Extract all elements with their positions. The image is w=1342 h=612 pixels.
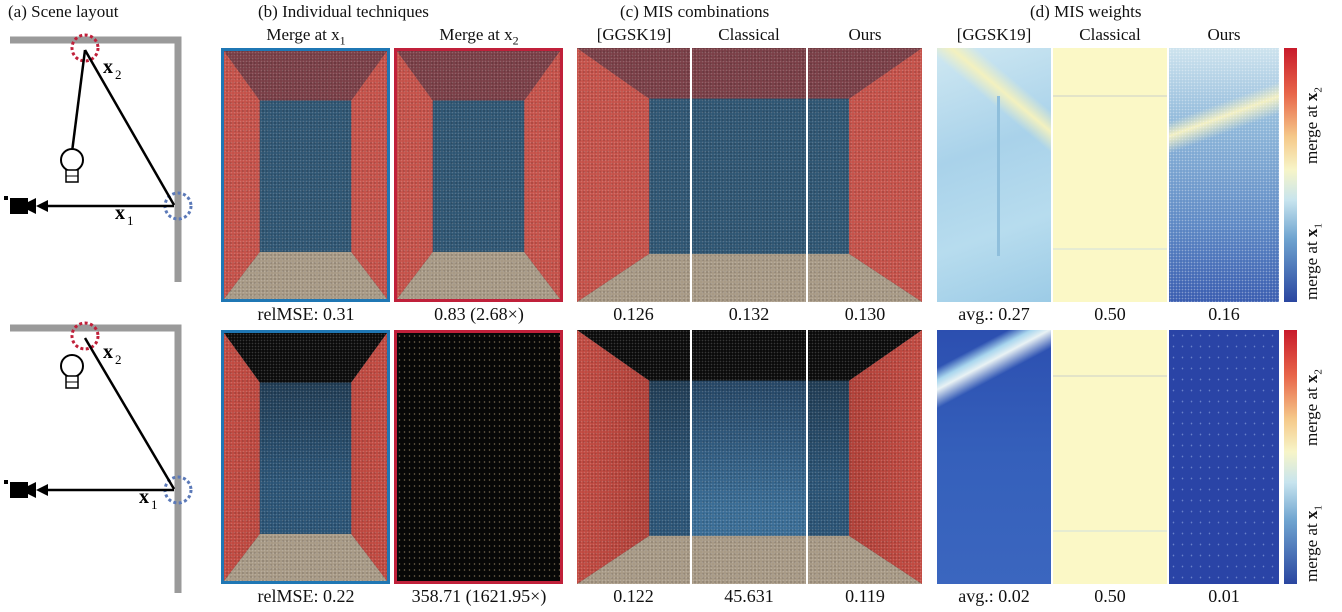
lightbulb-icon — [60, 354, 84, 389]
wall-outline — [10, 324, 182, 593]
header-scene-layout: (a) Scene layout — [8, 2, 119, 21]
render-merge-x2-row2 — [394, 330, 563, 584]
render-merge-x1-row1 — [221, 48, 390, 302]
render-ggsk19-row2 — [577, 330, 690, 584]
weights-classical-row2 — [1053, 330, 1167, 584]
caption-classical-row2: 45.631 — [724, 586, 774, 606]
x2-label: x — [103, 56, 113, 78]
subheader-ours-d: Ours — [1207, 25, 1241, 44]
caption-relmse-x2-row2: 358.71 (1621.95×) — [411, 586, 547, 606]
caption-classical-row1: 0.132 — [728, 304, 770, 324]
weights-ours-row2 — [1169, 330, 1279, 584]
header-mis-combinations: (c) MIS combinations — [620, 2, 770, 21]
caption-w-ours-row1: 0.16 — [1208, 304, 1240, 324]
weights-ggsk19-row2 — [937, 330, 1051, 584]
render-classical-row2 — [692, 330, 806, 584]
render-ours-row1 — [808, 48, 922, 302]
weights-ours-row1 — [1169, 48, 1279, 302]
caption-ggsk19-row2: 0.122 — [613, 586, 654, 606]
render-ggsk19-row1 — [577, 48, 690, 302]
subheader-merge-x2: Merge at x2 — [439, 25, 519, 48]
caption-ours-row2: 0.119 — [845, 586, 885, 606]
subheader-ours-c: Ours — [848, 25, 882, 44]
scene-layout-diagram-2: x 2 x 1 — [4, 321, 193, 593]
colorbar-top-label-row2: merge at x2 — [1302, 369, 1325, 446]
svg-text:2: 2 — [115, 67, 122, 82]
colorbar-bottom-label-row2: merge at x1 — [1302, 505, 1325, 582]
svg-text:1: 1 — [127, 213, 134, 228]
caption-w-classical-row2: 0.50 — [1094, 586, 1126, 606]
camera-icon — [4, 480, 36, 498]
caption-w-ggsk19-row2: avg.: 0.02 — [958, 586, 1030, 606]
lightbulb-icon — [60, 148, 84, 183]
caption-w-ggsk19-row1: avg.: 0.27 — [958, 304, 1030, 324]
render-merge-x2-row1 — [394, 48, 563, 302]
subheader-merge-x1: Merge at x1 — [266, 25, 346, 48]
x2-marker — [70, 321, 100, 351]
subheader-ggsk19-d: [GGSK19] — [956, 25, 1032, 44]
colorbar-row2 — [1284, 330, 1297, 584]
header-mis-weights: (d) MIS weights — [1030, 2, 1142, 21]
caption-ours-row1: 0.130 — [844, 304, 886, 324]
weights-classical-row1 — [1053, 48, 1167, 302]
x1-label: x — [115, 202, 125, 224]
x2-label: x — [103, 341, 113, 363]
subheader-classical-c: Classical — [718, 25, 780, 44]
render-classical-row1 — [692, 48, 806, 302]
caption-relmse-x1-row1: relMSE: 0.31 — [257, 304, 355, 324]
colorbar-bottom-label-row1: merge at x1 — [1302, 223, 1325, 300]
x1-label: x — [139, 486, 149, 508]
wall-outline — [10, 36, 182, 282]
subheader-ggsk19-c: [GGSK19] — [596, 25, 672, 44]
caption-ggsk19-row1: 0.126 — [613, 304, 654, 324]
x2-marker — [70, 33, 100, 63]
camera-icon — [4, 196, 36, 214]
header-individual-techniques: (b) Individual techniques — [258, 2, 429, 21]
svg-text:2: 2 — [115, 352, 122, 367]
subheader-classical-d: Classical — [1079, 25, 1141, 44]
render-ours-row2 — [808, 330, 922, 584]
colorbar-row1 — [1284, 48, 1297, 302]
scene-layout-diagram-1: x 2 x 1 — [4, 33, 193, 282]
caption-relmse-x1-row2: relMSE: 0.22 — [257, 586, 355, 606]
render-merge-x1-row2 — [221, 330, 390, 584]
colorbar-top-label-row1: merge at x2 — [1302, 87, 1325, 164]
caption-w-ours-row2: 0.01 — [1208, 586, 1240, 606]
caption-w-classical-row1: 0.50 — [1094, 304, 1126, 324]
weights-ggsk19-row1 — [937, 48, 1051, 302]
caption-relmse-x2-row1: 0.83 (2.68×) — [434, 304, 524, 324]
svg-text:1: 1 — [151, 497, 158, 512]
